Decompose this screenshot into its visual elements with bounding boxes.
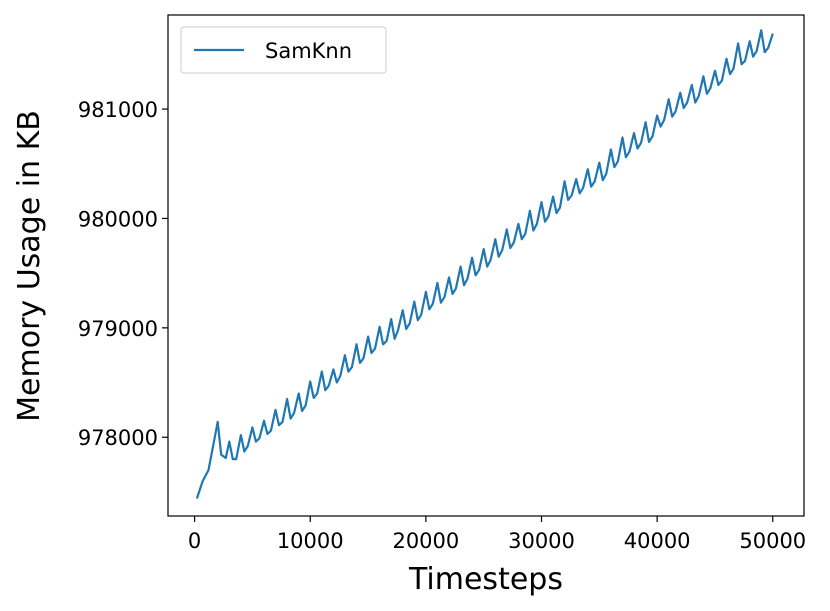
legend-box [180,26,387,74]
plot-frame [167,14,805,517]
x-tick-label: 40000 [624,529,691,553]
series-line-samknn [195,29,774,499]
x-tick-label: 20000 [392,529,459,553]
tick-layer: 0 10000 20000 30000 40000 50000 978000 979000 98… [78,98,806,553]
y-tick-label: 979000 [78,317,158,341]
x-axis-label: Timesteps [408,562,563,597]
y-tick-label: 981000 [78,98,158,122]
x-tick-label: 0 [188,529,201,553]
x-tick-label: 10000 [277,529,344,553]
legend: SamKnn [180,26,387,74]
x-tick-label: 30000 [508,529,575,553]
legend-label: SamKnn [265,39,352,63]
x-tick-label: 50000 [739,529,806,553]
y-axis-label: Memory Usage in KB [12,110,47,422]
y-tick-label: 978000 [78,426,158,450]
y-tick-label: 980000 [78,207,158,231]
